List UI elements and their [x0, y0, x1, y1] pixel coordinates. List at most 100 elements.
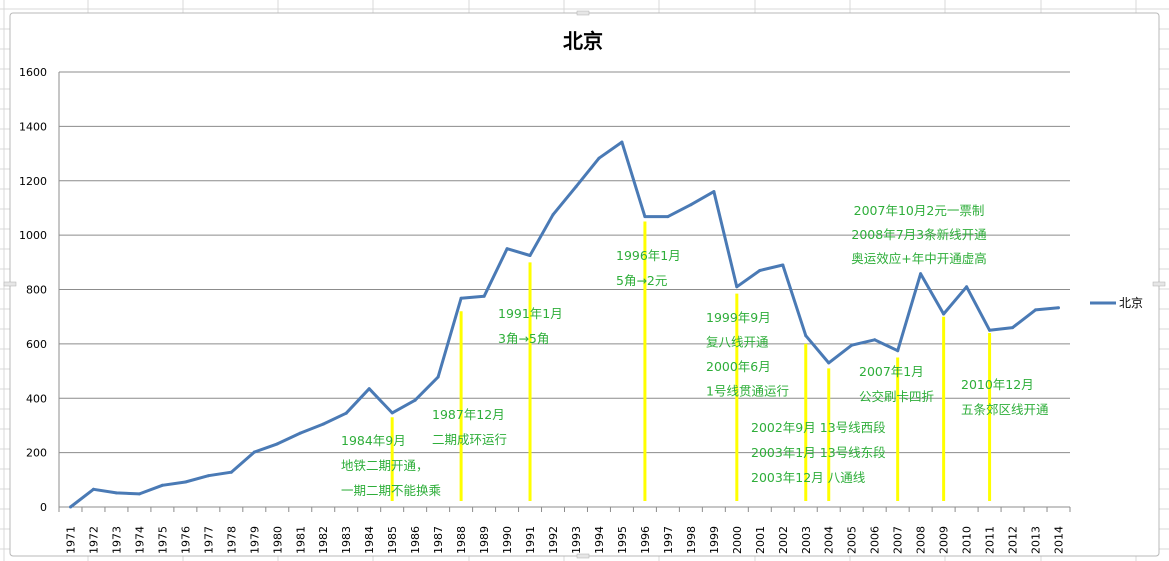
data-point-1999[interactable]	[712, 190, 716, 194]
data-point-2001[interactable]	[758, 269, 762, 272]
data-point-2011[interactable]	[988, 328, 992, 332]
x-tick-label: 1981	[294, 526, 307, 554]
annotation-1-line-1: 二期成环运行	[432, 432, 507, 447]
x-tick-label: 1978	[225, 526, 238, 554]
x-tick-label: 2011	[984, 526, 997, 554]
resize-handle[interactable]	[1152, 281, 1166, 287]
data-point-1997[interactable]	[666, 215, 670, 219]
data-point-1977[interactable]	[206, 474, 210, 478]
data-point-1992[interactable]	[551, 213, 555, 217]
data-point-1990[interactable]	[505, 247, 509, 251]
x-tick-label: 1971	[64, 526, 77, 554]
resize-handle[interactable]	[576, 553, 590, 559]
data-point-1979[interactable]	[252, 450, 256, 454]
x-tick-label: 1997	[662, 526, 675, 554]
x-tick-label: 1986	[409, 526, 422, 554]
x-tick-label: 1982	[317, 526, 330, 554]
data-point-2004[interactable]	[827, 361, 831, 365]
data-point-1981[interactable]	[298, 431, 302, 435]
annotation-8-line-0: 2010年12月	[961, 377, 1034, 392]
data-point-2007[interactable]	[896, 349, 900, 353]
chart-title: 北京	[563, 29, 603, 53]
data-point-1983[interactable]	[344, 411, 348, 415]
x-tick-label: 2000	[731, 526, 744, 554]
x-tick-label: 2010	[961, 526, 974, 554]
chart-frame[interactable]	[9, 12, 1160, 557]
data-point-1994[interactable]	[597, 156, 601, 160]
x-tick-label: 1983	[340, 526, 353, 554]
x-tick-label: 1993	[570, 526, 583, 554]
data-point-2012[interactable]	[1011, 326, 1015, 330]
data-point-1982[interactable]	[321, 422, 325, 426]
data-point-1978[interactable]	[229, 470, 233, 474]
data-point-1991[interactable]	[528, 254, 532, 257]
data-point-1973[interactable]	[114, 491, 118, 495]
x-tick-label: 2003	[800, 526, 813, 554]
x-tick-label: 1999	[708, 526, 721, 554]
x-tick-label: 1980	[271, 526, 284, 554]
y-tick-label: 1200	[19, 175, 47, 188]
data-point-1984[interactable]	[367, 387, 371, 391]
series-line[interactable]	[69, 140, 1059, 509]
annotation-4-line-3: 1号线贯通运行	[706, 384, 789, 399]
x-tick-label: 1972	[87, 526, 100, 554]
x-tick-label: 2005	[846, 526, 859, 554]
data-point-1986[interactable]	[413, 398, 417, 402]
annotation-2-line-1: 3角→5角	[498, 331, 549, 346]
data-point-1996[interactable]	[643, 215, 647, 219]
annotation-4-line-1: 复八线开通	[706, 335, 769, 350]
x-tick-label: 2009	[938, 526, 951, 554]
annotation-0-line-0: 1984年9月	[341, 433, 406, 448]
data-point-2000[interactable]	[735, 285, 739, 289]
resize-handle[interactable]	[576, 10, 590, 16]
data-point-2009[interactable]	[942, 312, 946, 316]
data-point-1993[interactable]	[574, 185, 578, 189]
data-point-2005[interactable]	[850, 343, 854, 347]
x-tick-label: 1990	[501, 526, 514, 554]
data-point-2006[interactable]	[873, 338, 877, 342]
data-point-2003[interactable]	[804, 334, 808, 338]
annotation-7-line-1: 公交刷卡四折	[859, 389, 934, 404]
x-tick-label: 1974	[133, 526, 146, 554]
y-tick-label: 200	[26, 447, 47, 460]
x-tick-label: 1979	[248, 526, 261, 554]
y-tick-label: 1000	[19, 229, 47, 242]
data-point-1974[interactable]	[137, 492, 141, 496]
data-point-1976[interactable]	[183, 480, 187, 484]
data-point-1985[interactable]	[390, 411, 394, 415]
data-point-2014[interactable]	[1057, 306, 1060, 310]
x-tick-label: 1989	[478, 526, 491, 554]
data-point-1971[interactable]	[69, 505, 72, 509]
x-tick-label: 1992	[547, 526, 560, 554]
axes: 0 200 400 600 800 1000 1200 1400 1600 1971 1972 197…	[19, 66, 1071, 554]
x-tick-label: 1975	[156, 526, 169, 554]
data-point-1987[interactable]	[436, 375, 440, 379]
x-tick-label: 2014	[1053, 526, 1066, 554]
x-tick-label: 1998	[685, 526, 698, 554]
data-point-2010[interactable]	[965, 285, 969, 289]
data-point-2013[interactable]	[1034, 308, 1037, 312]
annotation-0-line-1: 地铁二期开通，	[341, 458, 429, 473]
data-point-2008[interactable]	[919, 272, 923, 276]
data-point-1975[interactable]	[160, 483, 164, 487]
resize-handle[interactable]	[3, 281, 17, 287]
data-point-1980[interactable]	[275, 442, 279, 446]
data-point-1989[interactable]	[482, 294, 486, 298]
data-point-1988[interactable]	[459, 296, 463, 300]
x-tick-label: 1995	[616, 526, 629, 554]
gridlines	[59, 71, 1070, 454]
x-tick-label: 1988	[455, 526, 468, 554]
annotation-5-line-1: 2003年1月 13号线东段	[751, 445, 886, 460]
data-point-1972[interactable]	[92, 487, 95, 491]
y-tick-label: 600	[26, 338, 47, 351]
data-point-1995[interactable]	[620, 140, 624, 144]
series-layer	[69, 140, 1060, 509]
legend-label: 北京	[1119, 296, 1143, 310]
x-tick-label: 1976	[179, 526, 192, 554]
legend[interactable]: 北京	[1090, 296, 1143, 310]
data-point-2002[interactable]	[781, 263, 785, 267]
x-tick-label: 2007	[892, 526, 905, 554]
data-point-1998[interactable]	[689, 203, 693, 207]
